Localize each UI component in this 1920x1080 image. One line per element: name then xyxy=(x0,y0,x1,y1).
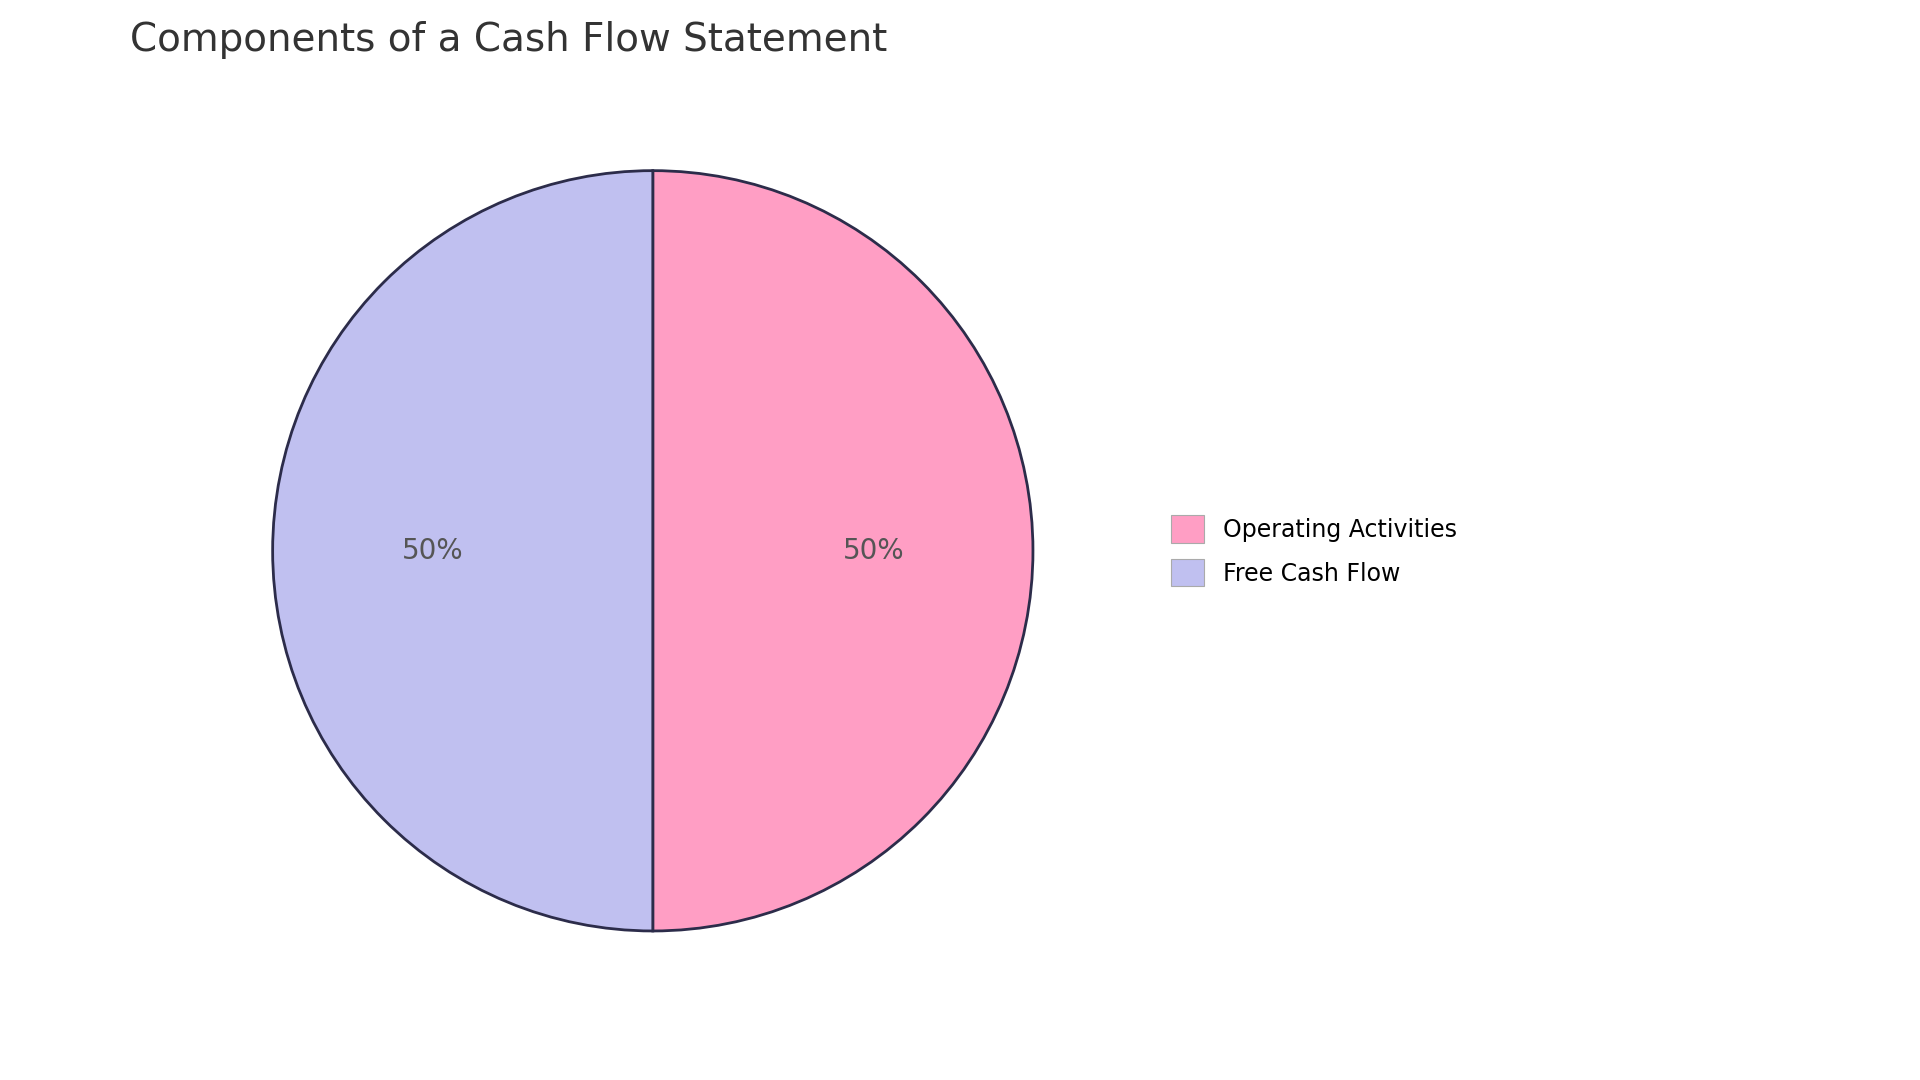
Wedge shape xyxy=(653,171,1033,931)
Text: Components of a Cash Flow Statement: Components of a Cash Flow Statement xyxy=(131,21,887,58)
Text: 50%: 50% xyxy=(401,537,463,565)
Text: 50%: 50% xyxy=(843,537,904,565)
Legend: Operating Activities, Free Cash Flow: Operating Activities, Free Cash Flow xyxy=(1160,503,1469,598)
Wedge shape xyxy=(273,171,653,931)
